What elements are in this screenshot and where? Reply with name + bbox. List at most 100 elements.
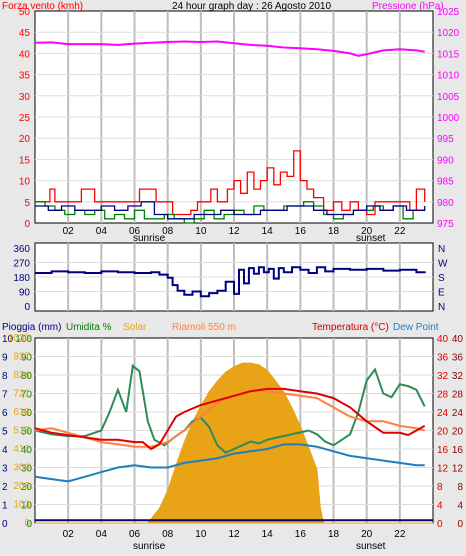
temp-outer-tick-label: 12 xyxy=(452,464,464,475)
humidity-tick-label: 30 xyxy=(21,464,33,475)
panel1-sunrise-label: sunrise xyxy=(133,233,166,244)
solar-tick-label: 927 xyxy=(13,352,30,363)
compass-tick-label: N xyxy=(438,302,445,313)
temp-outer-tick-label: 20 xyxy=(452,427,464,438)
rain-tick-label: 2 xyxy=(2,482,8,493)
pressure-tick-label: 990 xyxy=(437,155,454,166)
wind-direction-series xyxy=(35,266,426,298)
pressure-tick-label: 1000 xyxy=(437,113,460,124)
hour-tick-label: 16 xyxy=(295,226,307,237)
direction-tick-label: 0 xyxy=(24,302,30,313)
wind-pressure-series xyxy=(34,40,426,224)
humidity-tick-label: 80 xyxy=(21,371,33,382)
temp-inner-tick-label: 8 xyxy=(437,482,443,493)
rain-tick-label: 5 xyxy=(2,427,8,438)
temp-outer-tick-label: 4 xyxy=(457,501,463,512)
temp-inner-tick-label: 36 xyxy=(437,353,449,364)
pressure-tick-label: 1010 xyxy=(437,71,460,82)
humidity-tick-label: 20 xyxy=(21,482,33,493)
direction-degree-axis: 360 270 180 90 0 xyxy=(13,244,30,313)
legend-rain: Pioggia (mm) xyxy=(2,322,61,333)
direction-tick-label: 270 xyxy=(13,259,30,270)
legend-solar: Solar xyxy=(123,322,147,333)
solar-tick-label: 103 xyxy=(13,500,30,511)
panel1-hour-labels: 02 04 06 08 10 12 14 16 18 20 22 xyxy=(63,226,406,237)
hour-tick-label: 06 xyxy=(129,529,141,540)
compass-tick-label: N xyxy=(438,244,445,255)
wind-tick-label: 45 xyxy=(19,28,31,39)
rain-tick-label: 0 xyxy=(2,519,8,530)
pressure-tick-label: 995 xyxy=(437,134,454,145)
wind-tick-label: 20 xyxy=(19,134,31,145)
pressure-tick-label: 1025 xyxy=(437,7,460,18)
legend-dewpoint: Dew Point xyxy=(393,322,439,333)
humidity-tick-label: 0 xyxy=(26,519,32,530)
temp-outer-tick-label: 0 xyxy=(457,519,463,530)
pressure-tick-label: 1015 xyxy=(437,49,460,60)
rain-tick-label: 7 xyxy=(2,390,8,401)
rain-tick-label: 10 xyxy=(2,334,14,345)
hour-tick-label: 22 xyxy=(394,226,406,237)
pressure-tick-label: 980 xyxy=(437,198,454,209)
pressure-axis-title: Pressione (hPa) xyxy=(372,1,444,12)
direction-tick-label: 180 xyxy=(13,273,30,284)
hour-tick-label: 20 xyxy=(361,529,373,540)
hour-tick-label: 08 xyxy=(162,529,174,540)
wind-tick-label: 0 xyxy=(24,219,30,230)
temp-humidity-series xyxy=(34,362,433,524)
temp-outer-tick-label: 28 xyxy=(452,390,464,401)
pressure-tick-label: 985 xyxy=(437,177,454,188)
solar-tick-label: 206 xyxy=(13,481,30,492)
humidity-tick-label: 10 xyxy=(21,501,33,512)
series-pressure xyxy=(34,40,425,57)
temp-inner-tick-label: 16 xyxy=(437,445,449,456)
solar-tick-label: 515 xyxy=(13,426,30,437)
wind-tick-label: 15 xyxy=(19,155,31,166)
hour-tick-label: 16 xyxy=(295,529,307,540)
temp-outer-tick-label: 40 xyxy=(452,334,464,345)
compass-tick-label: W xyxy=(438,259,448,270)
temp-outer-tick-label: 16 xyxy=(452,445,464,456)
rain-tick-label: 8 xyxy=(2,371,8,382)
humidity-tick-label: 100 xyxy=(15,334,32,345)
hour-tick-label: 10 xyxy=(195,529,207,540)
hour-tick-label: 02 xyxy=(63,226,75,237)
panel1-sunset-label: sunset xyxy=(356,233,386,244)
legend-temperature: Temperatura (°C) xyxy=(312,322,389,333)
hour-tick-label: 12 xyxy=(228,529,240,540)
panel3-sunrise-label: sunrise xyxy=(133,541,166,552)
chart-title: 24 hour graph day : 26 Agosto 2010 xyxy=(172,1,331,12)
temp-outer-tick-label: 24 xyxy=(452,408,464,419)
panel3-sunset-label: sunset xyxy=(356,541,386,552)
temp-inner-tick-label: 40 xyxy=(437,334,449,345)
hour-tick-label: 04 xyxy=(96,529,108,540)
temp-inner-tick-label: 12 xyxy=(437,464,449,475)
temp-inner-tick-label: 20 xyxy=(437,427,449,438)
wind-axis-title: Forza vento (kmh) xyxy=(2,1,83,12)
temp-humidity-panel: 1098765432101009080706050403020100103092… xyxy=(2,322,463,530)
hour-tick-label: 14 xyxy=(262,529,274,540)
hour-tick-label: 20 xyxy=(361,226,373,237)
solar-tick-label: 0 xyxy=(24,518,30,529)
solar-tick-label: 721 xyxy=(13,389,30,400)
wind-tick-label: 10 xyxy=(19,177,31,188)
temp-outer-tick-label: 8 xyxy=(457,482,463,493)
hour-tick-label: 02 xyxy=(63,529,75,540)
series-temperature xyxy=(34,387,426,451)
hour-tick-label: 06 xyxy=(129,226,141,237)
pressure-tick-label: 1020 xyxy=(437,28,460,39)
hour-tick-label: 04 xyxy=(96,226,108,237)
wind-tick-label: 50 xyxy=(19,7,31,18)
solar-tick-label: 618 xyxy=(13,407,30,418)
direction-tick-label: 90 xyxy=(19,288,31,299)
hour-tick-label: 18 xyxy=(328,529,340,540)
temp-outer-tick-label: 32 xyxy=(452,371,464,382)
wind-tick-label: 40 xyxy=(19,49,31,60)
temp-outer-tick-label: 36 xyxy=(452,353,464,364)
hour-tick-label: 18 xyxy=(328,226,340,237)
compass-tick-label: S xyxy=(438,273,445,284)
solar-tick-label: 824 xyxy=(13,370,30,381)
